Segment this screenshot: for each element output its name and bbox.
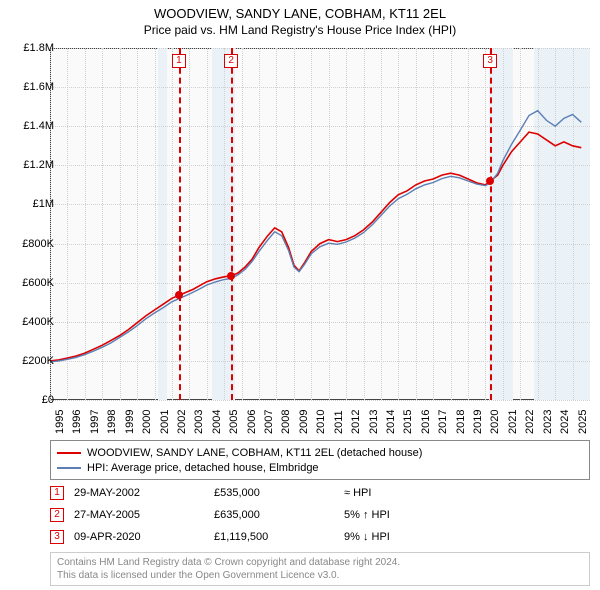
x-tick-label: 1998 [106, 410, 118, 434]
transaction-marker: 2 [50, 508, 64, 522]
x-tick-label: 2010 [315, 410, 327, 434]
legend: WOODVIEW, SANDY LANE, COBHAM, KT11 2EL (… [50, 440, 590, 480]
marker-line [490, 48, 492, 400]
x-tick-label: 2001 [159, 410, 171, 434]
x-tick-label: 2006 [246, 410, 258, 434]
x-tick-label: 2022 [524, 410, 536, 434]
marker-dot [486, 177, 494, 185]
marker-badge: 2 [224, 54, 238, 68]
x-tick-label: 2011 [333, 410, 345, 434]
marker-dot [227, 272, 235, 280]
y-tick-label: £200K [6, 355, 54, 367]
transactions-table: 1 29-MAY-2002 £535,000 ≈ HPI 2 27-MAY-2005 £63… [50, 482, 590, 548]
x-tick-label: 2023 [542, 410, 554, 434]
x-tick-label: 2019 [472, 410, 484, 434]
x-tick-label: 1995 [54, 410, 66, 434]
legend-item: WOODVIEW, SANDY LANE, COBHAM, KT11 2EL (… [57, 445, 583, 460]
y-tick-label: £0 [6, 394, 54, 406]
x-tick-label: 2008 [280, 410, 292, 434]
y-tick-label: £400K [6, 316, 54, 328]
transaction-diff: 9% ↓ HPI [344, 531, 464, 543]
x-tick-label: 2021 [507, 410, 519, 434]
series-line [50, 111, 581, 362]
series-line [50, 132, 581, 361]
legend-item: HPI: Average price, detached house, Elmb… [57, 460, 583, 475]
marker-badge: 3 [483, 54, 497, 68]
y-tick-label: £1.8M [6, 42, 54, 54]
y-tick-label: £1M [6, 198, 54, 210]
transaction-marker: 1 [50, 486, 64, 500]
legend-swatch [57, 452, 81, 454]
x-tick-label: 2018 [455, 410, 467, 434]
transaction-price: £535,000 [214, 487, 334, 499]
legend-label: WOODVIEW, SANDY LANE, COBHAM, KT11 2EL (… [87, 447, 422, 459]
x-tick-label: 2014 [385, 410, 397, 434]
x-tick-label: 2020 [489, 410, 501, 434]
transaction-date: 27-MAY-2005 [74, 509, 204, 521]
series-lines [50, 48, 590, 400]
x-tick-label: 2002 [176, 410, 188, 434]
x-tick-label: 2013 [368, 410, 380, 434]
transaction-row: 2 27-MAY-2005 £635,000 5% ↑ HPI [50, 504, 590, 526]
title-block: WOODVIEW, SANDY LANE, COBHAM, KT11 2EL P… [0, 0, 600, 37]
plot-area: 1 2 3 [50, 48, 590, 400]
x-tick-label: 2007 [263, 410, 275, 434]
transaction-price: £635,000 [214, 509, 334, 521]
attribution-line1: Contains HM Land Registry data © Crown c… [57, 556, 583, 569]
marker-line [179, 48, 181, 400]
y-tick-label: £1.2M [6, 159, 54, 171]
y-tick-label: £1.4M [6, 120, 54, 132]
transaction-row: 1 29-MAY-2002 £535,000 ≈ HPI [50, 482, 590, 504]
marker-badge: 1 [172, 54, 186, 68]
marker-line [231, 48, 233, 400]
transaction-diff: ≈ HPI [344, 487, 464, 499]
y-tick-label: £1.6M [6, 81, 54, 93]
x-tick-label: 2009 [298, 410, 310, 434]
chart-subtitle: Price paid vs. HM Land Registry's House … [0, 23, 600, 37]
x-tick-label: 2015 [402, 410, 414, 434]
x-tick-label: 1997 [89, 410, 101, 434]
attribution: Contains HM Land Registry data © Crown c… [50, 552, 590, 586]
chart-title: WOODVIEW, SANDY LANE, COBHAM, KT11 2EL [0, 6, 600, 21]
x-tick-label: 2024 [559, 410, 571, 434]
chart-root: WOODVIEW, SANDY LANE, COBHAM, KT11 2EL P… [0, 0, 600, 590]
transaction-price: £1,119,500 [214, 531, 334, 543]
transaction-date: 09-APR-2020 [74, 531, 204, 543]
x-tick-label: 2025 [577, 410, 589, 434]
transaction-date: 29-MAY-2002 [74, 487, 204, 499]
marker-dot [175, 291, 183, 299]
x-tick-label: 2004 [211, 410, 223, 434]
x-tick-label: 1996 [71, 410, 83, 434]
transaction-diff: 5% ↑ HPI [344, 509, 464, 521]
transaction-marker: 3 [50, 530, 64, 544]
x-tick-label: 2000 [141, 410, 153, 434]
x-tick-label: 2017 [437, 410, 449, 434]
x-tick-label: 2005 [228, 410, 240, 434]
x-tick-label: 2012 [350, 410, 362, 434]
gridline-horizontal [50, 400, 590, 401]
x-tick-label: 2016 [420, 410, 432, 434]
x-tick-label: 1999 [124, 410, 136, 434]
transaction-row: 3 09-APR-2020 £1,119,500 9% ↓ HPI [50, 526, 590, 548]
y-tick-label: £600K [6, 277, 54, 289]
legend-label: HPI: Average price, detached house, Elmb… [87, 462, 319, 474]
x-tick-label: 2003 [193, 410, 205, 434]
legend-swatch [57, 467, 81, 469]
y-tick-label: £800K [6, 238, 54, 250]
attribution-line2: This data is licensed under the Open Gov… [57, 569, 583, 582]
